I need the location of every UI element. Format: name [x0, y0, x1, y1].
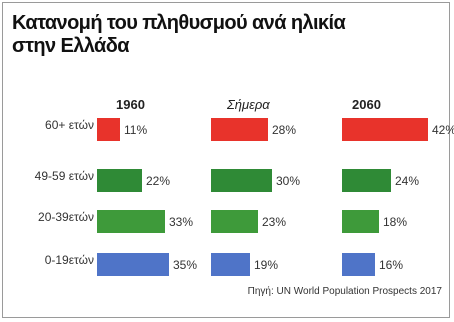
value-label-2-1: 24% [395, 174, 420, 188]
value-label-2-0: 42% [432, 123, 454, 137]
value-label-0-3: 35% [173, 258, 198, 272]
bar-2-3 [342, 253, 375, 276]
bar-1-3 [211, 253, 250, 276]
value-label-1-1: 30% [276, 174, 301, 188]
value-label-1-0: 28% [272, 123, 297, 137]
value-label-1-3: 19% [254, 258, 279, 272]
category-label-3: 0-19ετών [44, 253, 94, 267]
category-label-0: 60+ ετών [45, 118, 94, 132]
series-header-0: 1960 [116, 97, 145, 112]
title-line-1: Κατανομή του πληθυσμού ανά ηλικία [12, 12, 346, 34]
bar-0-0 [97, 118, 120, 141]
bar-2-0 [342, 118, 428, 141]
bar-0-2 [97, 210, 165, 233]
title-line-2: στην Ελλάδα [12, 35, 130, 57]
chart-frame [2, 2, 450, 318]
value-label-0-0: 11% [124, 123, 148, 137]
bar-0-1 [97, 169, 142, 192]
bar-0-3 [97, 253, 169, 276]
series-header-2: 2060 [352, 97, 381, 112]
bar-2-2 [342, 210, 379, 233]
bar-1-1 [211, 169, 272, 192]
value-label-2-3: 16% [379, 258, 404, 272]
category-label-1: 49-59 ετών [34, 169, 94, 183]
source-note: Πηγή: UN World Population Prospects 2017 [247, 286, 442, 297]
bar-1-2 [211, 210, 258, 233]
value-label-1-2: 23% [262, 215, 287, 229]
series-header-1: Σήμερα [227, 97, 270, 112]
bar-1-0 [211, 118, 268, 141]
value-label-0-1: 22% [146, 174, 171, 188]
chart-title: Κατανομή του πληθυσμού ανά ηλικία στην Ε… [12, 12, 346, 58]
value-label-2-2: 18% [383, 215, 408, 229]
bar-2-1 [342, 169, 391, 192]
category-label-2: 20-39ετών [38, 210, 94, 224]
value-label-0-2: 33% [169, 215, 194, 229]
